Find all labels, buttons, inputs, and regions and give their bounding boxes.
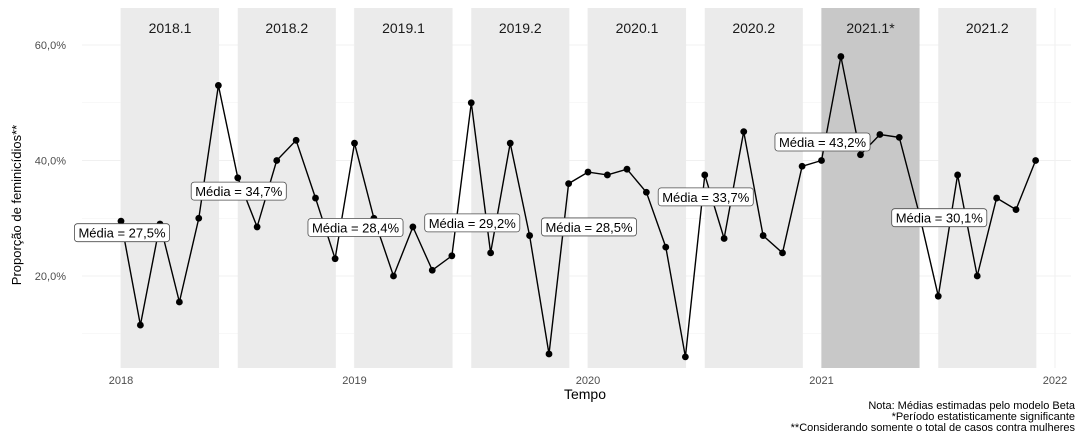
x-tick-label: 2021 — [809, 375, 833, 387]
data-point — [467, 99, 475, 107]
data-point — [720, 235, 728, 242]
mean-label-text: Média = 30,1% — [896, 211, 984, 226]
data-point — [779, 249, 786, 257]
data-point — [506, 139, 514, 147]
data-point — [993, 194, 1001, 202]
data-point — [857, 151, 864, 159]
period-band — [354, 8, 453, 368]
data-point — [331, 255, 339, 263]
y-tick-label: 20,0% — [35, 271, 66, 283]
mean-label-box — [307, 218, 404, 237]
data-point — [565, 180, 573, 188]
data-point — [234, 174, 242, 182]
data-point — [681, 353, 689, 361]
data-point — [253, 223, 261, 231]
note-women-cases: **Considerando somente o total de casos … — [790, 422, 1075, 434]
mean-label-box — [74, 223, 170, 243]
data-point — [292, 136, 300, 144]
note-model: Nota: Médias estimadas pelo modelo Beta — [868, 400, 1075, 412]
period-band — [821, 8, 920, 368]
data-point — [623, 165, 631, 173]
period-label: 2019.1 — [382, 20, 425, 36]
mean-label-text: Média = 27,5% — [78, 226, 166, 241]
period-label: 2020.2 — [732, 20, 775, 36]
x-tick-label: 2019 — [342, 375, 366, 387]
mean-label-text: Média = 28,4% — [312, 220, 400, 235]
data-point — [409, 223, 417, 231]
mean-label-box — [891, 208, 988, 228]
data-point — [701, 171, 709, 179]
data-point — [876, 131, 884, 138]
data-point — [273, 157, 281, 164]
x-axis-title: Tempo — [564, 386, 606, 402]
x-tick-label: 2022 — [1043, 375, 1067, 387]
data-point — [584, 168, 592, 176]
data-point — [428, 266, 436, 274]
axes: 20,0% 40,0% 60,0% 2018 2019 2020 2021 2022 — [35, 40, 1067, 387]
y-axis-title: Proporção de feminicídios** — [9, 125, 24, 285]
data-point — [1012, 206, 1020, 213]
data-point — [545, 350, 553, 358]
data-point — [526, 232, 534, 239]
data-point — [487, 249, 495, 257]
period-label: 2019.2 — [499, 20, 542, 36]
data-point — [642, 188, 650, 196]
data-point — [603, 171, 611, 179]
mean-label-text: Média = 43,2% — [779, 135, 867, 150]
data-point — [740, 128, 748, 136]
period-label: 2018.2 — [265, 20, 308, 36]
data-point — [973, 272, 981, 280]
period-labels: 2018.1 2018.2 2019.1 2019.2 2020.1 2020.2 2021… — [149, 20, 1009, 36]
y-tick-label: 60,0% — [35, 40, 66, 52]
data-point — [312, 194, 319, 202]
note-significance: *Período estatisticamente significante — [891, 411, 1075, 423]
data-point — [934, 292, 942, 300]
period-label: 2021.1* — [846, 20, 895, 36]
y-tick-label: 40,0% — [35, 156, 66, 168]
mean-label-text: Média = 29,2% — [429, 216, 517, 231]
data-point — [759, 232, 767, 239]
data-point — [448, 252, 456, 260]
data-point — [895, 134, 903, 141]
mean-labels: Média = 27,5% Média = 34,7% Média = 28,4% M… — [74, 132, 988, 243]
mean-label-box — [657, 187, 754, 207]
period-label: 2018.1 — [149, 20, 192, 36]
x-tick-label: 2018 — [109, 375, 133, 387]
mean-label-text: Média = 34,7% — [195, 184, 283, 199]
data-point — [117, 217, 125, 225]
data-point — [837, 53, 845, 60]
data-series — [117, 53, 1040, 361]
x-tick-label: 2020 — [576, 375, 600, 387]
data-point — [195, 214, 203, 222]
mean-label-text: Média = 28,5% — [545, 220, 633, 235]
mean-label-box — [424, 213, 521, 233]
mean-label-box — [774, 132, 871, 152]
data-point — [954, 171, 962, 179]
data-point — [818, 157, 825, 164]
mean-label-text: Média = 33,7% — [662, 190, 750, 205]
mean-label-box — [541, 217, 637, 237]
data-point — [351, 139, 358, 147]
mean-label-box — [190, 181, 287, 201]
data-point — [136, 321, 144, 329]
period-band — [938, 8, 1037, 368]
period-label: 2020.1 — [616, 20, 659, 36]
data-point — [390, 272, 397, 280]
data-point — [175, 298, 183, 306]
data-point — [662, 243, 670, 251]
data-point — [798, 162, 806, 170]
data-point — [1032, 157, 1040, 164]
data-point — [214, 82, 222, 89]
period-label: 2021.2 — [966, 20, 1009, 36]
